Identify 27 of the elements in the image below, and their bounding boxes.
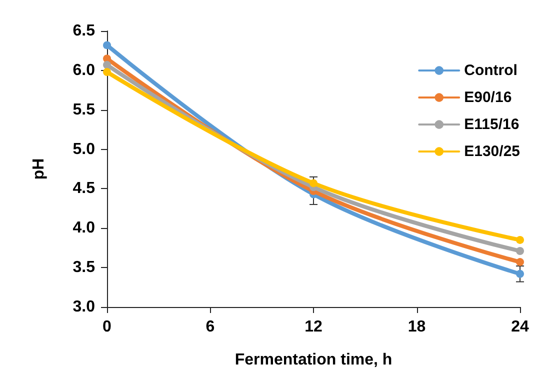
point	[516, 270, 524, 278]
legend-label: E90/16	[464, 89, 512, 106]
y-tick-label: 4.5	[72, 180, 96, 198]
y-tick-label: 3.5	[72, 259, 96, 276]
legend-label: E130/25	[464, 143, 520, 160]
y-tick-label: 4.0	[72, 220, 96, 237]
y-tick-label: 5.5	[72, 101, 96, 118]
x-axis-title: Fermentation time, h	[234, 352, 392, 368]
y-tick-label: 3.0	[72, 298, 96, 316]
point	[516, 247, 524, 256]
y-axis-title: pH	[30, 158, 48, 180]
y-tick-label: 6.0	[72, 62, 96, 79]
legend-label: Control	[464, 62, 518, 79]
point	[103, 41, 111, 50]
y-tick-label: 5.0	[72, 140, 96, 158]
point	[310, 179, 318, 188]
x-tick-label: 12	[304, 318, 322, 336]
point	[103, 60, 111, 69]
point	[103, 68, 111, 76]
point	[516, 236, 524, 244]
x-tick-label: 24	[511, 318, 529, 336]
x-tick-label: 18	[408, 318, 426, 336]
point	[516, 258, 524, 266]
x-tick-label: 0	[102, 318, 112, 336]
y-tick-label: 6.5	[72, 22, 96, 40]
x-tick-label: 6	[206, 318, 215, 336]
legend-label: E115/16	[464, 116, 520, 133]
